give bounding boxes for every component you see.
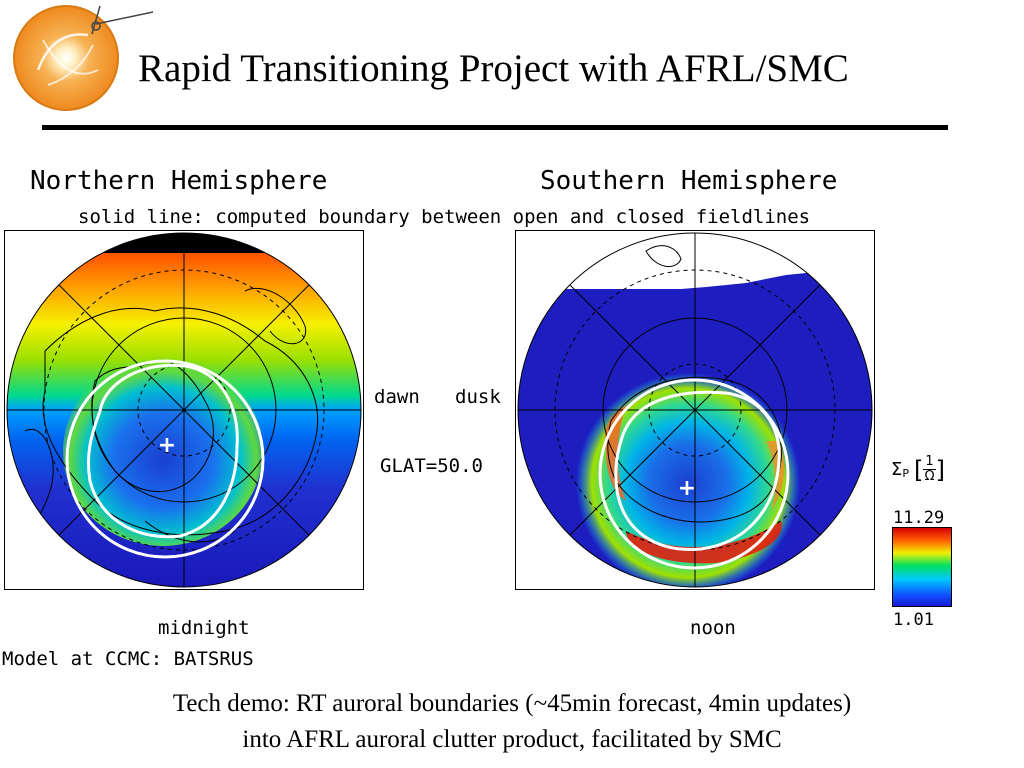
pole-marker-south: + (678, 476, 696, 501)
caption-line-1: Tech demo: RT auroral boundaries (~45min… (172, 690, 852, 717)
colorbar-symbol: Σ (891, 459, 903, 480)
southern-hemisphere-title: Southern Hemisphere (540, 166, 838, 196)
colorbar (892, 527, 952, 607)
dusk-label: dusk (455, 386, 501, 408)
caption-line-2: into AFRL auroral clutter product, facil… (242, 726, 782, 753)
glat-label: GLAT=50.0 (380, 455, 483, 477)
figure-subtitle: solid line: computed boundary between op… (78, 206, 811, 228)
southern-hemisphere-map: + (515, 230, 875, 590)
sun-orbit-logo-icon (13, 5, 154, 111)
colorbar-unit-numerator: 1 (923, 454, 936, 470)
noon-label: noon (690, 617, 736, 639)
pole-marker-north: + (158, 433, 176, 458)
colorbar-unit-denominator: Ω (924, 469, 935, 484)
model-label: Model at CCMC: BATSRUS (2, 648, 254, 670)
colorbar-max: 11.29 (893, 508, 945, 528)
northern-hemisphere-title: Northern Hemisphere (30, 166, 328, 196)
slide-title: Rapid Transitioning Project with AFRL/SM… (138, 47, 849, 90)
northern-hemisphere-map: + (4, 230, 364, 590)
colorbar-min: 1.01 (893, 610, 934, 630)
colorbar-subscript: P (902, 467, 910, 480)
title-divider (42, 125, 948, 130)
midnight-label: midnight (158, 617, 250, 639)
slide-caption: Tech demo: RT auroral boundaries (~45min… (0, 686, 1024, 758)
logo (8, 0, 158, 118)
dawn-label: dawn (374, 386, 420, 408)
